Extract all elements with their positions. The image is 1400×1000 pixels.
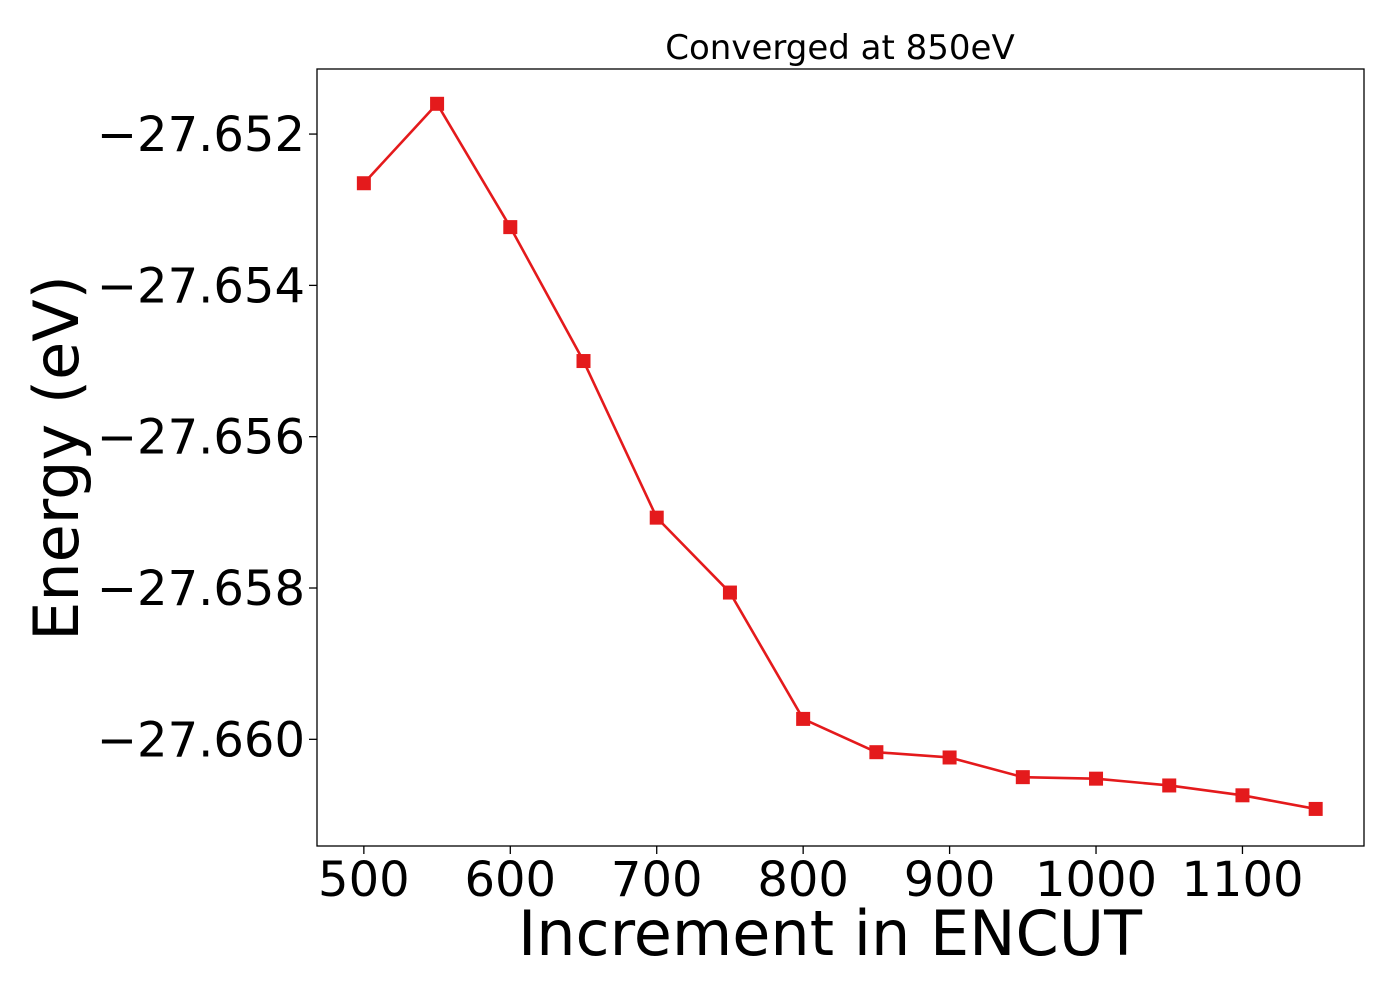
y-tick-label: −27.654 (97, 258, 305, 314)
data-point-marker (430, 96, 445, 111)
x-tick-label: 1100 (1181, 852, 1303, 908)
y-tick-label: −27.658 (97, 561, 305, 617)
data-point-marker (942, 750, 957, 765)
y-tick-label: −27.660 (97, 712, 305, 768)
chart-title: Converged at 850eV (665, 28, 1014, 68)
x-tick-label: 600 (464, 852, 556, 908)
data-point-marker (576, 354, 591, 369)
series-layer (356, 96, 1323, 816)
x-axis-ticks: 500 600 700 800 900 1000 1100 (318, 846, 1304, 908)
data-point-marker (1015, 770, 1030, 785)
x-tick-label: 1000 (1035, 852, 1157, 908)
y-axis-ticks: −27.652 −27.654 −27.656 −27.658 −27.660 (97, 107, 317, 768)
y-axis-label: Energy (eV) (20, 275, 93, 641)
data-point-marker (503, 220, 518, 235)
series-line (362, 102, 1316, 811)
data-point-marker (1235, 788, 1250, 803)
x-tick-label: 900 (904, 852, 996, 908)
data-point-marker (869, 745, 884, 760)
data-point-marker (649, 510, 664, 525)
y-tick-label: −27.656 (97, 410, 305, 466)
y-tick-label: −27.652 (97, 107, 305, 163)
data-point-marker (722, 585, 737, 600)
x-axis-label: Increment in ENCUT (518, 897, 1143, 970)
x-tick-label: 700 (611, 852, 703, 908)
x-tick-label: 500 (318, 852, 410, 908)
data-point-marker (1308, 801, 1323, 816)
data-point-marker (796, 711, 811, 726)
data-point-marker (1089, 771, 1104, 786)
data-point-marker (356, 176, 371, 191)
plot-area-frame (316, 68, 1365, 847)
data-point-marker (1162, 778, 1177, 793)
x-tick-label: 800 (757, 852, 849, 908)
